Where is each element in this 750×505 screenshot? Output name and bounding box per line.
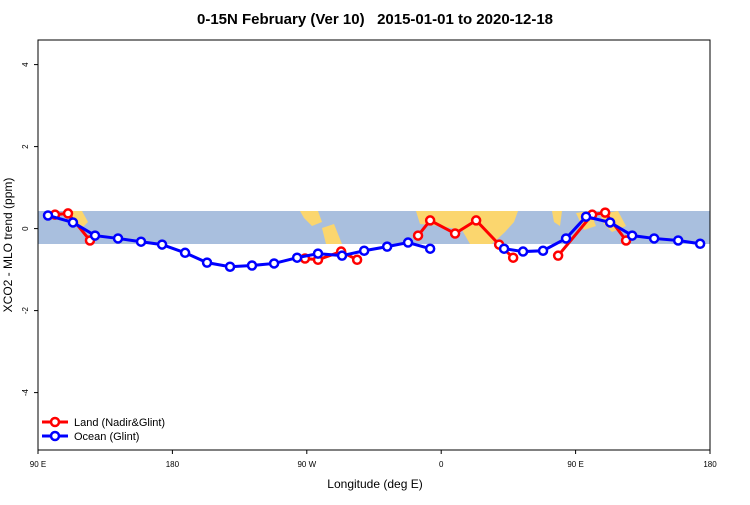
point — [381, 241, 393, 252]
y-tick-label: 4 — [21, 62, 30, 67]
point — [336, 250, 348, 261]
point — [179, 247, 191, 259]
point — [112, 233, 124, 244]
point — [694, 238, 706, 250]
y-tick-label: 0 — [21, 226, 30, 231]
point — [246, 260, 258, 271]
point — [62, 208, 74, 219]
land — [70, 211, 88, 230]
plot-frame — [37, 39, 711, 451]
point — [424, 215, 436, 226]
point — [604, 217, 616, 228]
point — [449, 228, 461, 239]
point — [507, 252, 519, 263]
chart-title: 0-15N February (Ver 10) 2015-01-01 to 20… — [197, 11, 553, 28]
point — [599, 207, 611, 218]
y-tick-label: -2 — [21, 306, 30, 314]
y-tick-label: -4 — [21, 388, 30, 396]
point — [648, 233, 660, 244]
x-tick-label: 90 E — [30, 460, 46, 469]
point — [672, 235, 684, 246]
point — [412, 230, 424, 241]
ocean-band — [38, 211, 710, 244]
land — [300, 211, 322, 226]
x-tick-label: 0 — [439, 460, 444, 469]
point — [517, 246, 529, 257]
point — [224, 261, 236, 272]
x-axis-label: Longitude (deg E) — [327, 477, 422, 491]
point — [89, 230, 101, 241]
legend-label: Ocean (Glint) — [74, 431, 139, 443]
point — [552, 250, 564, 261]
point — [312, 248, 324, 259]
point — [291, 252, 303, 263]
point — [580, 211, 592, 222]
point — [358, 245, 370, 256]
point — [201, 257, 213, 268]
point — [67, 217, 79, 228]
y-tick-label: 2 — [21, 144, 30, 149]
point — [135, 236, 147, 247]
point — [402, 237, 414, 248]
point — [351, 254, 363, 266]
point — [268, 258, 280, 269]
point — [498, 243, 510, 254]
point — [42, 210, 54, 221]
legend-label: Land (Nadir&Glint) — [74, 417, 165, 429]
point — [560, 233, 572, 244]
point — [470, 215, 482, 226]
point — [156, 239, 168, 250]
land — [322, 224, 342, 244]
point — [537, 245, 549, 256]
x-tick-label: 90 E — [567, 460, 583, 469]
land — [552, 211, 562, 226]
x-tick-label: 180 — [166, 460, 180, 469]
y-axis-label: XCO2 - MLO trend (ppm) — [1, 178, 15, 313]
x-tick-label: 90 W — [297, 460, 316, 469]
legend-marker — [49, 430, 61, 442]
point — [424, 243, 436, 254]
legend-marker — [49, 416, 61, 428]
x-tick-label: 180 — [703, 460, 717, 469]
point — [626, 230, 638, 241]
